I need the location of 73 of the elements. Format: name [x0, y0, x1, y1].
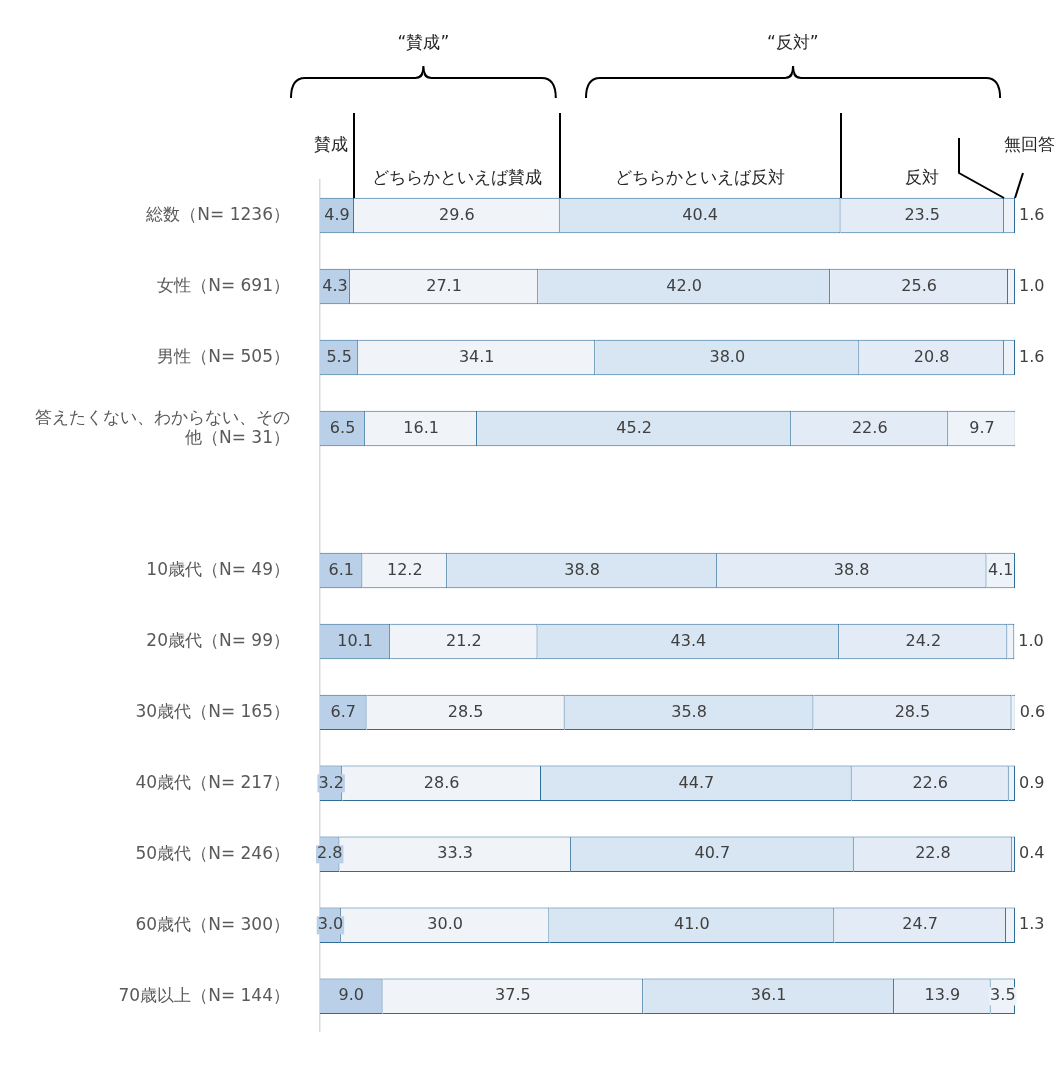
- data-label: 42.0: [666, 275, 702, 295]
- data-label: 6.5: [329, 417, 356, 437]
- data-label: 28.5: [447, 701, 484, 721]
- data-label: 23.5: [904, 204, 941, 224]
- data-label: 28.5: [894, 701, 931, 721]
- data-label: 22.6: [851, 417, 888, 437]
- data-label: 4.9: [324, 204, 350, 224]
- data-label: 21.2: [446, 630, 482, 650]
- data-label: 1.6: [1019, 346, 1045, 366]
- data-label: 3.5: [990, 985, 1016, 1005]
- y-tick-label: 30歳代（N= 165）: [135, 700, 290, 721]
- text: “賛成”: [397, 31, 450, 52]
- data-label: 36.1: [750, 985, 787, 1005]
- data-label: 22.6: [912, 772, 949, 792]
- y-tick-label: 60歳代（N= 300）: [135, 913, 290, 934]
- data-label: 4.3: [322, 275, 348, 295]
- data-label: 1.0: [1019, 275, 1045, 295]
- data-label: 29.6: [439, 204, 475, 224]
- data-label: 40.4: [682, 204, 718, 224]
- data-label: 33.3: [437, 843, 473, 863]
- data-label: 9.0: [338, 985, 364, 1005]
- text: 無回答: [1003, 133, 1055, 154]
- data-label: 1.6: [1019, 204, 1045, 224]
- data-label: 6.7: [330, 701, 357, 721]
- data-label: 12.2: [386, 559, 423, 579]
- data-label: 0.4: [1019, 843, 1045, 863]
- data-label: 38.8: [564, 559, 600, 579]
- data-label: 24.7: [902, 914, 938, 934]
- data-label: 27.1: [426, 275, 462, 295]
- y-tick-label: 40歳代（N= 217）: [135, 771, 290, 792]
- y-tick-label: 10歳代（N= 49）: [146, 558, 290, 579]
- data-label: 38.0: [709, 346, 746, 366]
- text: 賛成: [314, 133, 349, 154]
- data-label: 22.8: [915, 843, 951, 863]
- data-label: 0.9: [1019, 772, 1045, 792]
- y-tick-label: 50歳代（N= 246）: [135, 842, 290, 863]
- data-label: 25.6: [901, 275, 937, 295]
- data-label: 24.2: [905, 630, 942, 650]
- data-label: 40.7: [694, 843, 731, 863]
- data-label: 5.5: [326, 346, 352, 366]
- data-label: 0.6: [1019, 701, 1046, 721]
- data-label: 3.0: [317, 914, 344, 934]
- data-label: 6.1: [328, 559, 354, 579]
- series-label: どちらかといえば反対: [615, 166, 786, 187]
- data-label: 13.9: [924, 985, 961, 1005]
- data-label: 45.2: [616, 417, 652, 437]
- data-label: 35.8: [671, 701, 707, 721]
- data-label: 20.8: [913, 346, 950, 366]
- y-tick-label: 答えたくない、わからない、その他（N= 31）: [35, 406, 290, 448]
- series-label: 反対: [905, 166, 940, 187]
- y-tick-label: 男性（N= 505）: [157, 345, 290, 366]
- data-label: 43.4: [670, 630, 707, 650]
- data-label: 16.1: [403, 417, 439, 437]
- data-label: 10.1: [337, 630, 373, 650]
- data-label: 28.6: [423, 772, 460, 792]
- y-tick-label: 20歳代（N= 99）: [146, 629, 290, 650]
- data-label: 1.0: [1018, 630, 1044, 650]
- data-label: 1.3: [1019, 914, 1045, 934]
- data-label: 2.8: [317, 843, 343, 863]
- data-label: 4.1: [988, 559, 1014, 579]
- text: “反対”: [767, 31, 819, 52]
- series-label: どちらかといえば賛成: [371, 166, 542, 187]
- data-label: 34.1: [458, 346, 495, 366]
- data-label: 9.7: [969, 417, 995, 437]
- data-label: 3.2: [318, 772, 344, 792]
- data-label: 37.5: [495, 985, 531, 1005]
- y-tick-label: 70歳以上（N= 144）: [118, 984, 290, 1005]
- data-label: 44.7: [678, 772, 715, 792]
- data-label: 41.0: [674, 914, 710, 934]
- data-label: 30.0: [427, 914, 463, 934]
- data-label: 38.8: [833, 559, 870, 579]
- y-tick-label: 総数（N= 1236）: [145, 203, 290, 224]
- y-tick-label: 女性（N= 691）: [157, 274, 290, 295]
